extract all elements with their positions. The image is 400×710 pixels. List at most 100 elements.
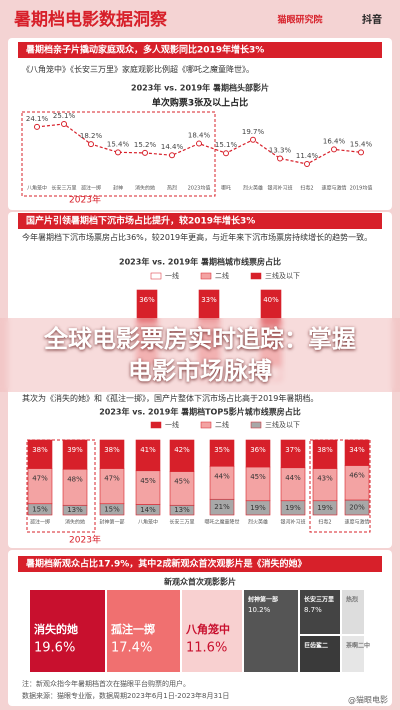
point [169,152,175,159]
annotation: 2023年 [69,194,101,206]
data-label: 15% [104,505,120,513]
cell-value: 8.7% [304,606,322,614]
x-label: 烈火英雄 [243,185,263,192]
bar-segment [209,465,235,500]
x-label: 长安三万里 [51,185,76,192]
bar-segment [209,439,235,467]
legend-swatch [150,421,162,429]
data-label: 14% [140,506,156,514]
bar-segment [280,467,306,502]
data-label: 33% [201,296,217,304]
data-label: 18.2% [80,132,103,140]
bar-segment [169,439,195,472]
x-label: 孤注一掷 [30,519,50,526]
x-label: 2019均值 [350,185,373,192]
data-label: 21% [214,503,230,511]
point [34,123,40,130]
data-label: 13% [67,506,83,514]
legend-swatch [150,272,162,280]
data-label: 19.7% [242,128,265,136]
data-label: 15.4% [107,140,130,148]
cell-label: 热烈 [346,596,358,604]
cell-label: 八角笼中 [185,622,230,636]
point [223,150,229,157]
cell-label: 孤注一掷 [111,622,155,636]
header-title: 暑期档电影数据洞察 [14,9,168,30]
bar-segment [62,439,88,470]
chart-title: 2023年 vs. 2019年 暑期档城市线票房占比 [119,257,281,267]
legend-label: 二线 [215,420,229,429]
bar-segment [344,439,370,466]
footnote: 数据来源：猫眼专业版，数据周期2023年6月1日-2023年8月31日 [22,691,229,700]
paragraph: 其次为《消失的她》和《孤注一掷》，国产片整体下沉市场占比高于2019年暑期档。 [22,394,319,403]
point [358,149,364,156]
x-label: 扫毒2 [318,519,331,526]
legend-swatch [250,272,262,280]
x-label: 消失的她 [65,519,85,526]
data-label: 15% [32,505,48,513]
legend-label: 一线 [165,420,179,429]
bar-segment [27,468,53,505]
data-label: 20% [349,504,365,512]
bar-segment [344,465,370,501]
data-label: 44% [214,472,230,480]
x-label: 封神第一部 [99,519,124,526]
point [250,136,256,143]
heading: 暑期档亲子片撬动家庭观众，多人观影同比2019年增长3% [25,44,264,56]
point [331,146,337,153]
data-label: 13.3% [269,146,292,154]
overlay-text[interactable]: 全球电影票房实时追踪：掌握电影市场脉搏 [44,325,356,385]
data-label: 36% [250,446,266,454]
point [304,161,310,167]
data-label: 42% [174,446,190,454]
legend-label: 一线 [165,271,179,280]
legend-swatch [250,421,262,429]
data-label: 16.4% [323,137,346,145]
data-label: 40% [263,296,279,304]
x-label: 扫毒2 [300,185,313,192]
point [88,141,94,148]
data-label: 19% [250,504,266,512]
chart-title: 2023年 vs. 2019年 暑期档TOP5影片城市线票房占比 [99,407,301,417]
overlay-banner[interactable]: 全球电影票房实时追踪：掌握电影市场脉搏 [0,318,400,392]
x-label: 热烈 [167,185,177,192]
bar-segment [198,289,220,321]
x-label: 银河补习班 [280,519,305,526]
legend-swatch [200,421,212,429]
chart-title: 2023年 vs. 2019年 暑期档头部影片 [131,83,269,93]
brand: 猫眼研究院 [277,14,322,26]
cell-label: 茶啊二中 [345,642,370,650]
legend-label: 三线及以下 [265,420,300,429]
treemap-cell [300,590,340,634]
data-label: 46% [349,472,365,480]
cell-label: 巨齿鲨二 [304,642,328,650]
cell-label: 长安三万里 [304,596,334,604]
data-label: 25.1% [53,112,76,120]
bar-segment [312,468,338,502]
bar-segment [135,439,161,472]
legend-swatch [200,272,212,280]
x-label: 哪吒 [221,185,231,192]
treemap-cell [342,590,364,634]
treemap-cell [244,590,298,672]
data-label: 13% [174,506,190,514]
x-label: 哪吒之魔童降世 [204,519,239,526]
data-label: 15.2% [134,141,157,149]
card [8,38,392,210]
point [196,140,202,147]
point [277,155,283,162]
data-label: 48% [67,475,83,483]
heading-bar [18,42,382,58]
data-label: 45% [174,478,190,486]
treemap-cell [342,636,364,672]
bar-segment [99,468,125,505]
bar-segment [245,466,271,502]
cell-label: 封神第一部 [248,596,278,604]
legend-label: 二线 [215,271,229,280]
data-label: 15.1% [215,141,238,149]
x-label: 烈火英雄 [248,519,268,526]
bar-segment [312,439,338,469]
highlight-box [21,111,216,197]
data-label: 18.4% [188,132,211,140]
